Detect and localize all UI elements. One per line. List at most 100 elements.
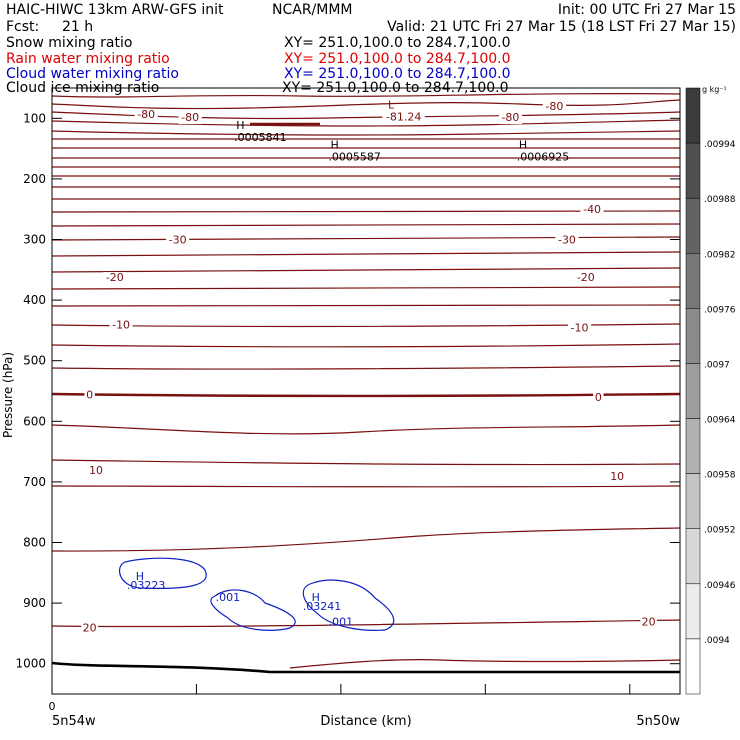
svg-text:.0005841: .0005841 <box>234 131 287 144</box>
svg-text:20: 20 <box>83 621 97 634</box>
y-tick-label: 300 <box>23 233 46 247</box>
isotherm-contours <box>51 92 681 669</box>
temperature-label: 20 <box>640 615 657 629</box>
svg-text:-80: -80 <box>137 108 155 121</box>
high-marker: H.0005587 <box>328 139 381 164</box>
svg-text:.0006925: .0006925 <box>517 151 570 164</box>
temperature-label: -10 <box>567 321 592 335</box>
colorbar-label: .00964 <box>704 416 736 426</box>
cloud-water-label: H <box>312 591 320 604</box>
colorbar-swatch <box>685 87 701 144</box>
colorbar-label: .00958 <box>704 471 736 481</box>
colorbar-label: .0094 <box>704 636 730 646</box>
model-title: HAIC-HIWC 13km ARW-GFS init <box>6 2 224 18</box>
colorbar-swatch <box>685 197 701 254</box>
cloud-water-label: .03223 <box>127 579 166 592</box>
colorbar-label: .00988 <box>704 195 736 205</box>
cloud-water-label: .03241 <box>303 600 342 613</box>
svg-text:-20: -20 <box>106 271 124 284</box>
plot-frame <box>51 87 681 695</box>
colorbar-label: .0097 <box>704 360 730 370</box>
field-cloudwater-name: Cloud water mixing ratio <box>6 66 179 82</box>
field-snow-name: Snow mixing ratio <box>6 35 133 51</box>
y-tick-label: 700 <box>23 475 46 489</box>
temperature-label: 0 <box>593 391 604 405</box>
colorbar: .00994 .00988 .00982 .00976 .0097 .00964 .0095… <box>685 85 736 695</box>
surface-terrain <box>51 661 680 674</box>
colorbar-label: .00994 <box>704 140 736 150</box>
y-tick-label: 600 <box>23 414 46 428</box>
temperature-label: 0 <box>84 389 95 402</box>
forecast-hour: 21 h <box>62 19 94 35</box>
high-marker: H.0005841 <box>234 119 287 144</box>
svg-text:H: H <box>330 139 338 152</box>
colorbar-swatch <box>685 253 701 309</box>
x-tick-label: 0 <box>49 700 56 713</box>
colorbar-label: .00982 <box>704 250 736 260</box>
svg-text:-20: -20 <box>577 271 595 284</box>
svg-text:-81.24: -81.24 <box>386 110 421 123</box>
x-axis-label: Distance (km) <box>320 714 411 729</box>
temperature-label: -30 <box>555 234 579 247</box>
colorbar-swatch <box>685 473 701 529</box>
colorbar-label: .00952 <box>704 526 736 536</box>
low-marker: L <box>388 98 395 111</box>
colorbar-swatch <box>685 528 701 585</box>
colorbar-swatch <box>685 583 701 640</box>
contour-labels: -80 -80 -80 -80 -81.24 -40 -30 -30 -20 -20 -10 -10 0… <box>81 98 657 635</box>
colorbar-swatch <box>685 363 701 419</box>
cloud-water-label: .001 <box>216 591 241 604</box>
x-end-label-left: 5n54w <box>52 714 96 729</box>
colorbar-swatch <box>685 418 701 474</box>
temperature-label: 10 <box>87 464 105 477</box>
svg-text:0: 0 <box>86 389 93 402</box>
svg-text:H: H <box>236 119 244 132</box>
colorbar-swatch <box>685 142 701 199</box>
svg-text:-80: -80 <box>501 111 519 124</box>
svg-text:-80: -80 <box>181 111 199 124</box>
x-end-label-right: 5n50w <box>636 714 680 729</box>
y-axis-label: Pressure (hPa) <box>1 352 15 438</box>
y-tick-label: 100 <box>23 111 46 125</box>
temperature-label: 10 <box>608 470 626 483</box>
svg-text:.0005587: .0005587 <box>328 151 381 164</box>
field-rain-xy: XY= 251.0,100.0 to 284.7,100.0 <box>284 51 511 67</box>
svg-text:20: 20 <box>642 615 656 628</box>
colorbar-label: .00976 <box>704 305 736 315</box>
svg-text:10: 10 <box>89 464 103 477</box>
valid-time: Valid: 21 UTC Fri 27 Mar 15 (18 LST Fri … <box>387 19 736 35</box>
temperature-label: -30 <box>166 234 190 247</box>
temperature-label: -80 <box>134 108 158 122</box>
y-tick-label: 1000 <box>15 657 46 671</box>
cloud-water-contours <box>118 557 395 631</box>
svg-text:-10: -10 <box>571 321 589 334</box>
forecast-label: Fcst: <box>6 19 40 35</box>
temperature-label: -10 <box>109 318 133 332</box>
y-tick-label: 900 <box>23 596 46 610</box>
y-tick-label: 400 <box>23 293 46 307</box>
temperature-label: -81.24 <box>382 110 425 124</box>
svg-text:-30: -30 <box>558 234 576 247</box>
field-snow-xy: XY= 251.0,100.0 to 284.7,100.0 <box>284 35 511 51</box>
temperature-label: -80 <box>178 111 202 125</box>
svg-text:H: H <box>519 139 527 152</box>
temperature-label: -80 <box>542 100 566 114</box>
temperature-label: -40 <box>580 203 604 217</box>
y-tick-label: 500 <box>23 354 46 368</box>
colorbar-label: .00946 <box>704 581 736 591</box>
temperature-label: -80 <box>498 111 523 125</box>
svg-text:-30: -30 <box>169 234 187 247</box>
temperature-label: 20 <box>81 621 99 635</box>
colorbar-units: g kg⁻¹ <box>702 85 727 94</box>
plot-axes <box>51 87 681 695</box>
y-tick-label: 800 <box>23 536 46 550</box>
org-label: NCAR/MMM <box>272 2 353 18</box>
temperature-label: -20 <box>103 271 127 285</box>
cloud-water-label: H <box>136 570 144 583</box>
svg-text:-40: -40 <box>583 203 601 216</box>
field-rain-name: Rain water mixing ratio <box>6 51 170 67</box>
cloud-water-label: .001 <box>329 615 354 628</box>
svg-text:10: 10 <box>610 470 624 483</box>
